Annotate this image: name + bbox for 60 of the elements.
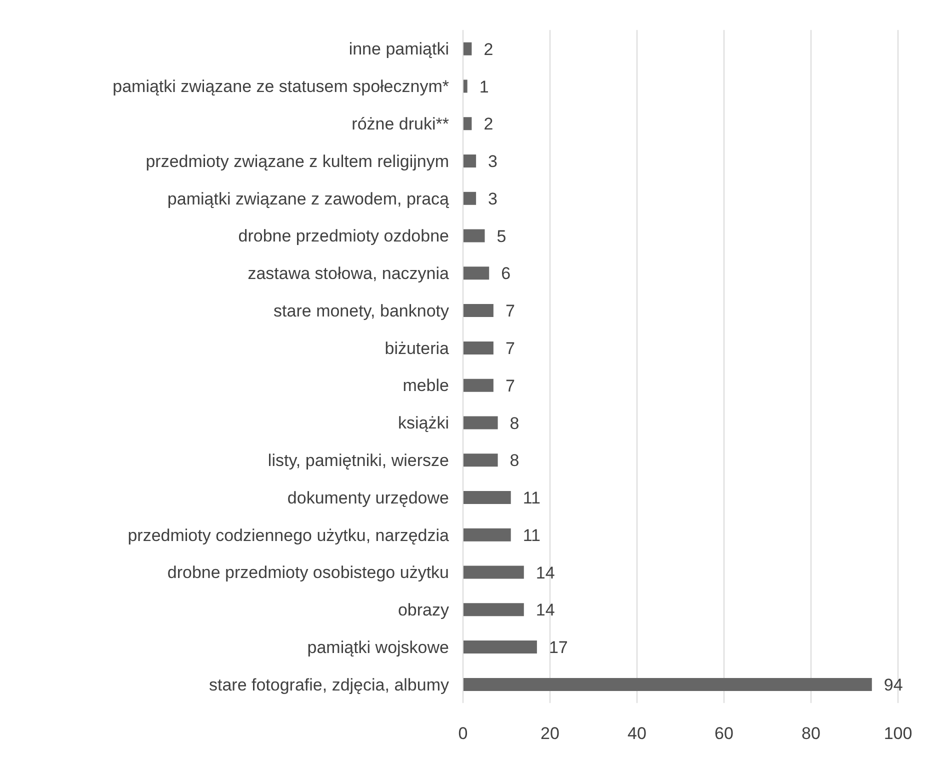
- data-label: 1: [479, 77, 489, 96]
- bar: [463, 80, 468, 93]
- y-tick-label: stare fotografie, zdjęcia, albumy: [208, 675, 450, 694]
- bar: [463, 640, 537, 654]
- data-label: 14: [536, 563, 555, 582]
- data-label: 7: [505, 302, 515, 321]
- data-label: 8: [510, 414, 520, 433]
- y-tick-label: meble: [402, 376, 449, 396]
- y-tick-label: dokumenty urzędowe: [287, 488, 449, 508]
- bar: [463, 229, 485, 242]
- bar: [463, 42, 472, 56]
- y-tick-label: zastawa stołowa, naczynia: [248, 264, 450, 284]
- data-label: 5: [496, 226, 506, 246]
- y-tick-label: biżuteria: [384, 338, 450, 358]
- y-tick-label: przedmioty związane z kultem religijnym: [146, 152, 449, 171]
- y-tick-label: pamiątki związane z zawodem, pracą: [167, 189, 450, 208]
- y-tick-label: różne druki**: [352, 114, 450, 134]
- bar: [463, 491, 511, 504]
- data-label: 6: [501, 264, 511, 284]
- data-label: 14: [536, 600, 555, 620]
- y-tick-label: książki: [398, 414, 449, 433]
- data-label: 2: [484, 114, 494, 134]
- x-tick-label: 100: [884, 724, 912, 744]
- data-label: 8: [510, 451, 520, 470]
- x-tick-label: 0: [458, 724, 468, 744]
- y-tick-label: inne pamiątki: [348, 40, 449, 59]
- data-label: 11: [522, 488, 541, 508]
- x-tick-label: 20: [540, 724, 560, 744]
- bar: [463, 341, 494, 354]
- bar: [463, 416, 498, 430]
- bar: [463, 378, 494, 392]
- data-label: 17: [548, 638, 568, 658]
- data-label: 7: [505, 376, 515, 396]
- data-label: 3: [488, 152, 498, 172]
- bar: [463, 528, 511, 542]
- y-tick-label: drobne przedmioty ozdobne: [238, 226, 449, 246]
- x-tick-label: 40: [628, 724, 646, 744]
- data-label: 11: [522, 526, 541, 545]
- y-tick-label: pamiątki związane ze statusem społecznym*: [112, 77, 450, 96]
- x-tick-label: 60: [714, 724, 734, 744]
- data-label: 2: [484, 40, 494, 59]
- bar: [463, 678, 872, 691]
- bar: [463, 454, 498, 467]
- bar: [463, 566, 524, 579]
- y-tick-label: obrazy: [398, 600, 450, 620]
- bar: [463, 304, 494, 318]
- data-label: 94: [884, 675, 903, 694]
- y-tick-label: drobne przedmioty osobistego użytku: [167, 563, 449, 582]
- y-tick-label: przedmioty codziennego użytku, narzędzia: [128, 526, 450, 545]
- bar: [463, 154, 476, 168]
- bar: [463, 603, 524, 616]
- y-tick-label: listy, pamiętniki, wiersze: [268, 451, 449, 470]
- x-tick-label: 80: [802, 724, 820, 744]
- bar: [463, 192, 476, 205]
- y-tick-label: pamiątki wojskowe: [307, 638, 449, 657]
- bar: [463, 266, 490, 280]
- data-label: 7: [505, 338, 515, 358]
- bar: [463, 117, 472, 130]
- y-tick-label: stare monety, banknoty: [274, 301, 450, 320]
- data-label: 3: [488, 189, 498, 208]
